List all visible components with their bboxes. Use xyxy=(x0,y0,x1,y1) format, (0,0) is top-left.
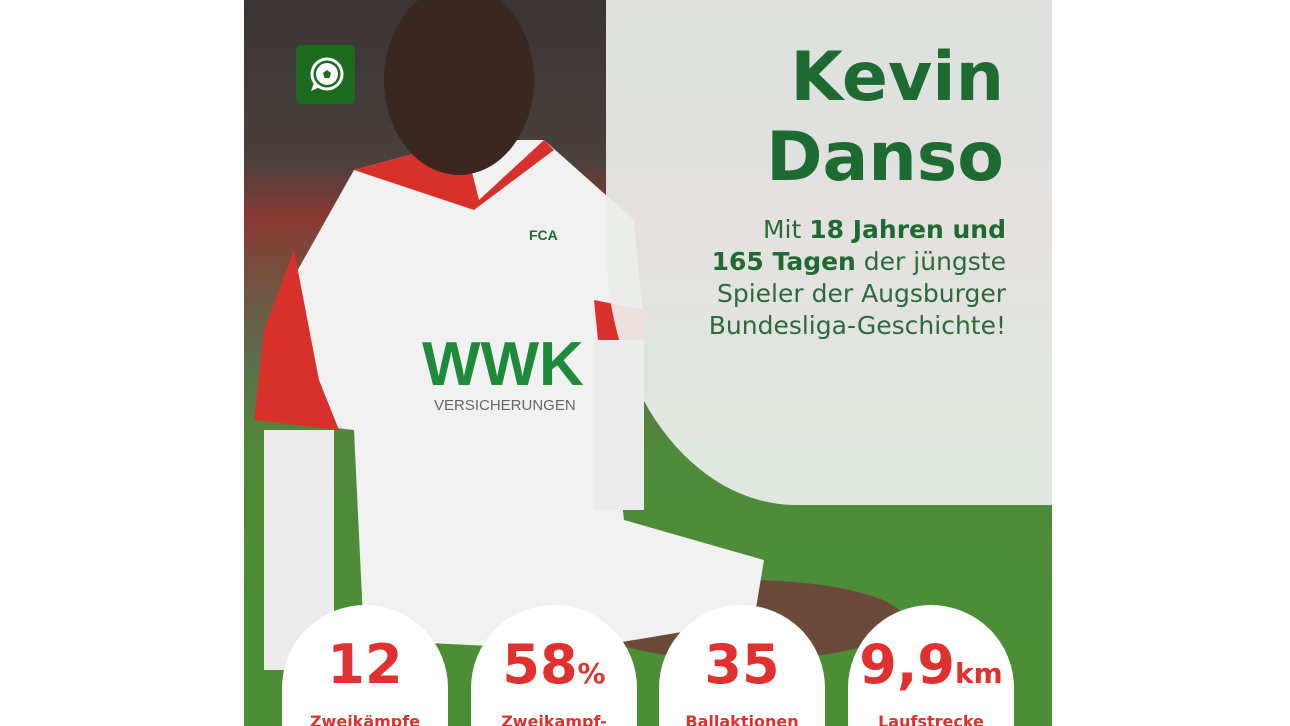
stat-value: 12 xyxy=(327,633,403,696)
jersey-sponsor-sub: VERSICHERUNGEN xyxy=(434,397,576,414)
stat-value: 58 xyxy=(502,633,578,696)
subtitle: Mit 18 Jahren und 165 Tagen der jüngste … xyxy=(646,214,1006,342)
sub-prefix: Mit xyxy=(762,215,810,244)
sub-bold1: 18 Jahren und xyxy=(809,215,1006,244)
name-last: Danso xyxy=(766,118,1004,197)
stat-label: Zweikämpfe xyxy=(309,712,421,726)
stat-label: Zweikampf- xyxy=(501,712,607,726)
name-first: Kevin xyxy=(790,38,1004,117)
stat-distance: 9,9km Laufstrecke xyxy=(848,605,1014,726)
stat-label: Laufstrecke xyxy=(878,712,984,726)
stat-ball-actions: 35 Ballaktionen xyxy=(659,605,825,726)
soccer-ball-chat-icon xyxy=(296,45,355,104)
stat-value: 9,9 xyxy=(859,633,955,696)
stat-label: Ballaktionen xyxy=(685,712,799,726)
stat-value: 35 xyxy=(704,633,780,696)
sub-rest3: Bundesliga-Geschichte! xyxy=(708,311,1006,340)
jersey-sponsor: WWK xyxy=(422,330,584,399)
sub-rest1: der jüngste xyxy=(855,247,1006,276)
info-panel: Kevin Danso Mit 18 Jahren und 165 Tagen … xyxy=(606,0,1052,505)
sub-bold2: 165 Tagen xyxy=(711,247,856,276)
player-name: Kevin Danso xyxy=(766,38,1004,198)
sub-rest2: Spieler der Augsburger xyxy=(716,279,1006,308)
jersey-badge: FCA xyxy=(529,227,558,243)
infographic: WWK VERSICHERUNGEN FCA Kevin Danso Mit 1… xyxy=(244,0,1052,726)
stat-duel-rate: 58% Zweikampf- xyxy=(471,605,637,726)
stat-unit: % xyxy=(577,657,606,690)
stat-duels: 12 Zweikämpfe xyxy=(282,605,448,726)
stat-unit: km xyxy=(954,657,1003,690)
